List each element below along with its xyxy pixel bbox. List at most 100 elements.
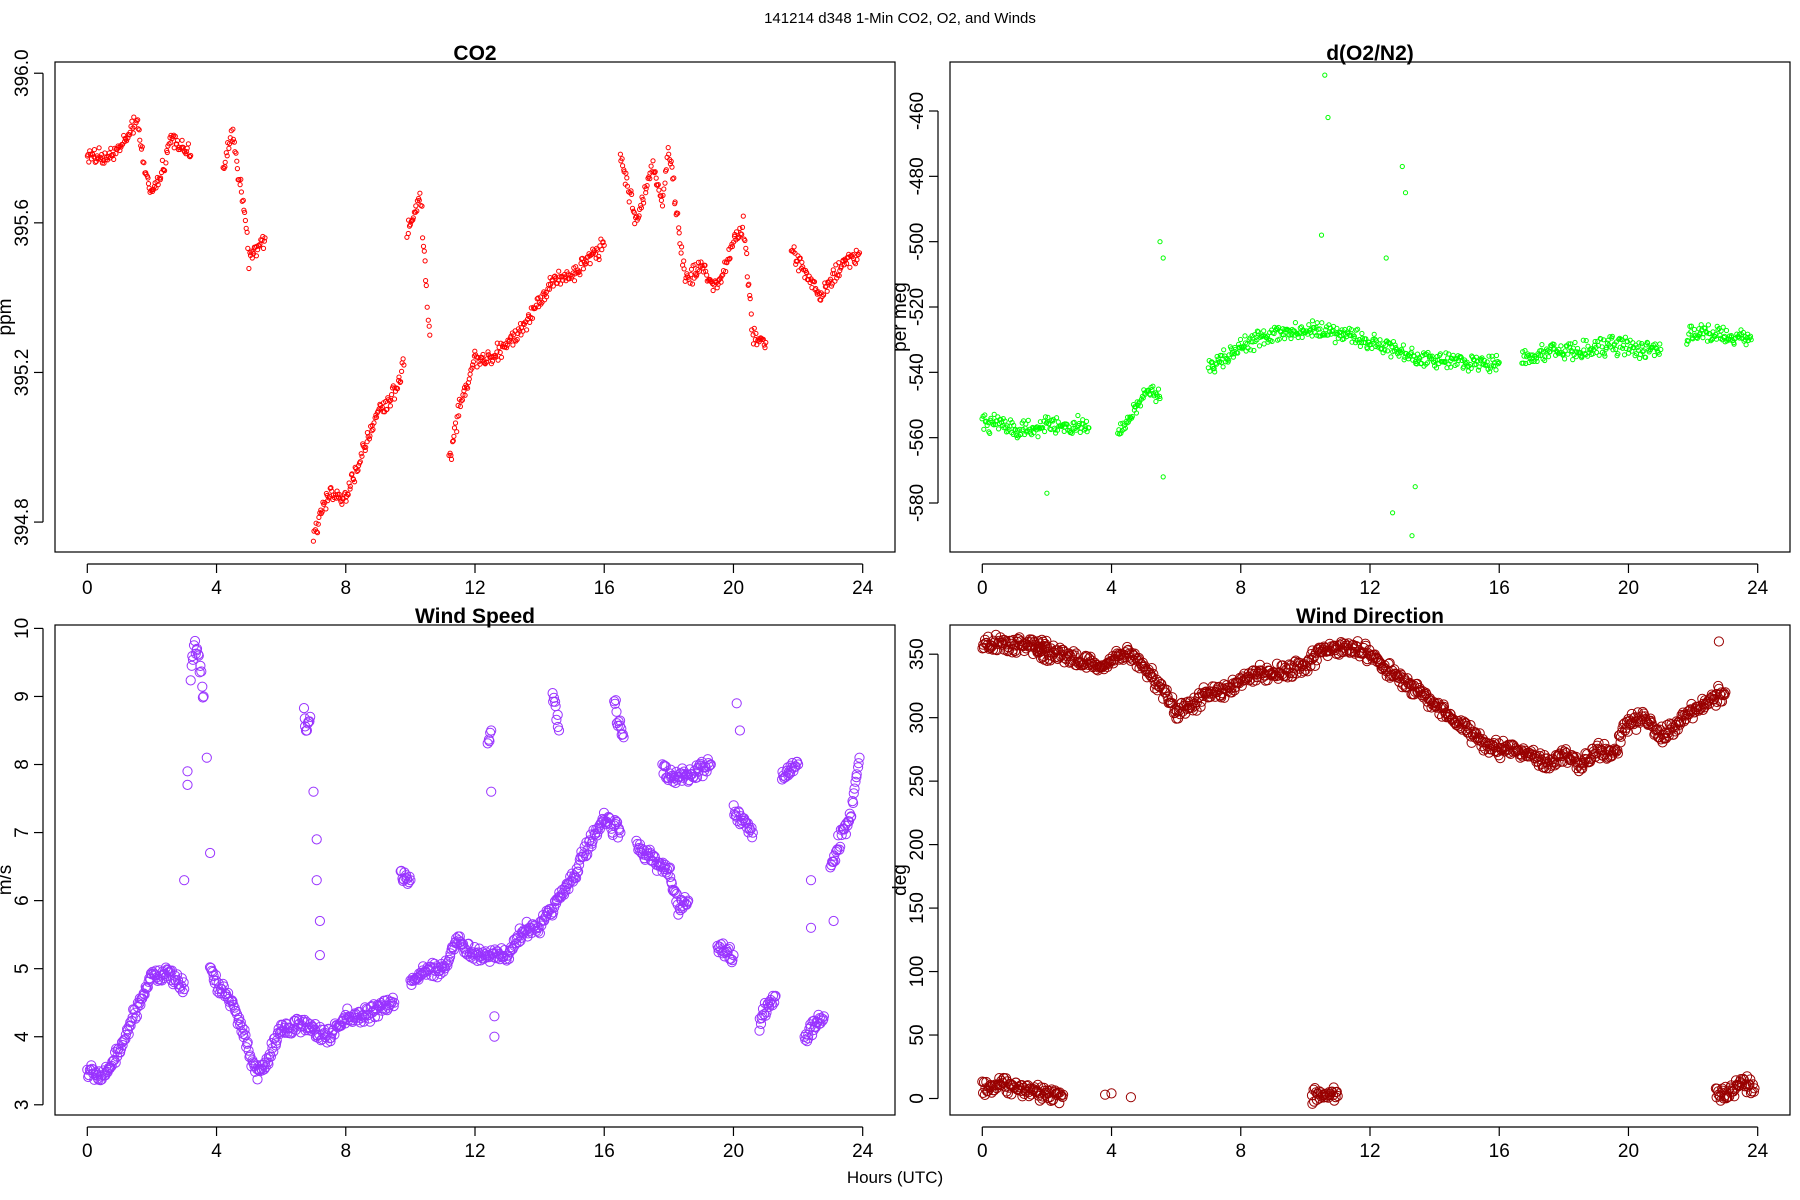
data-point — [1448, 364, 1454, 370]
data-point — [733, 229, 740, 235]
data-point-outlier — [1322, 72, 1328, 78]
x-tick-label: 12 — [1359, 1141, 1380, 1162]
data-point — [387, 992, 398, 1003]
data-point — [1371, 331, 1377, 337]
data-point — [391, 396, 398, 402]
data-point — [304, 716, 315, 727]
data-point — [982, 412, 988, 418]
data-point — [1002, 418, 1008, 424]
data-point — [1157, 395, 1163, 402]
data-point — [668, 158, 674, 164]
data-point — [448, 456, 455, 462]
data-point — [681, 266, 687, 272]
data-point — [417, 190, 423, 196]
data-point — [652, 169, 658, 175]
data-point — [1599, 738, 1610, 750]
data-point-outlier — [1160, 474, 1166, 480]
data-point-outlier — [1409, 533, 1415, 539]
data-point — [551, 714, 562, 726]
x-tick-label: 20 — [1618, 1141, 1639, 1162]
data-point — [1565, 351, 1571, 357]
x-tick-label: 0 — [82, 578, 93, 599]
data-point — [423, 278, 429, 284]
data-point — [1711, 696, 1723, 708]
data-point-outlier — [314, 950, 325, 961]
data-point — [766, 998, 777, 1009]
data-point — [465, 385, 471, 391]
data-point — [450, 936, 461, 947]
data-point — [145, 973, 156, 984]
data-point — [1226, 352, 1232, 358]
data-point — [1276, 336, 1282, 342]
data-point — [1007, 644, 1019, 656]
data-point — [763, 339, 769, 346]
data-point — [1475, 735, 1486, 746]
data-point — [1424, 360, 1431, 366]
data-point — [753, 330, 759, 337]
x-tick-label: 8 — [340, 1141, 351, 1162]
data-point — [1493, 352, 1500, 359]
data-point — [122, 1024, 133, 1035]
data-point — [396, 374, 402, 380]
data-point — [850, 776, 861, 787]
data-point — [524, 327, 530, 333]
data-point — [678, 250, 684, 256]
data-point — [339, 501, 345, 507]
data-point — [1271, 658, 1283, 669]
data-point — [554, 280, 560, 286]
data-point — [800, 264, 806, 270]
data-point — [1359, 330, 1365, 337]
data-point — [1545, 354, 1552, 360]
data-point — [847, 264, 853, 270]
data-point — [168, 140, 174, 146]
data-point — [238, 1028, 249, 1040]
data-point — [250, 1066, 261, 1077]
data-point — [1527, 355, 1533, 361]
data-point — [1720, 324, 1726, 330]
data-point — [310, 538, 316, 544]
data-point — [1302, 666, 1313, 677]
data-point — [1718, 688, 1730, 699]
data-point — [494, 340, 500, 346]
data-point — [1161, 684, 1172, 696]
data-point — [1269, 338, 1275, 344]
data-point — [1293, 330, 1300, 336]
data-point — [656, 187, 662, 193]
data-point — [1399, 348, 1405, 354]
data-point — [1620, 345, 1626, 351]
data-point — [253, 253, 259, 259]
data-point — [242, 1037, 253, 1048]
data-point — [347, 483, 353, 489]
data-point — [1256, 343, 1263, 349]
data-point — [1077, 429, 1083, 435]
data-point — [853, 758, 864, 769]
data-point — [586, 841, 597, 852]
data-point — [1570, 357, 1576, 363]
data-point — [1075, 412, 1081, 419]
data-point — [87, 151, 93, 157]
data-point — [767, 990, 779, 1001]
data-point — [355, 467, 361, 473]
data-point — [790, 761, 801, 772]
data-point — [118, 1035, 129, 1047]
data-point — [1594, 349, 1600, 356]
data-point — [1645, 340, 1651, 346]
data-point — [474, 943, 485, 954]
data-point — [817, 1015, 828, 1026]
data-point — [1465, 368, 1472, 374]
data-point — [1207, 368, 1213, 374]
data-point — [145, 181, 152, 187]
data-point — [155, 182, 161, 188]
data-point — [1611, 746, 1622, 757]
data-point — [122, 1025, 133, 1036]
data-point — [405, 975, 416, 986]
data-point — [1059, 657, 1070, 668]
data-point — [1688, 323, 1695, 329]
data-point — [414, 208, 420, 214]
x-tick-label: 12 — [1359, 578, 1380, 599]
data-point — [1486, 353, 1492, 359]
data-point — [261, 238, 267, 244]
data-point — [1149, 387, 1155, 393]
data-point — [1001, 636, 1012, 647]
data-point — [413, 203, 419, 209]
